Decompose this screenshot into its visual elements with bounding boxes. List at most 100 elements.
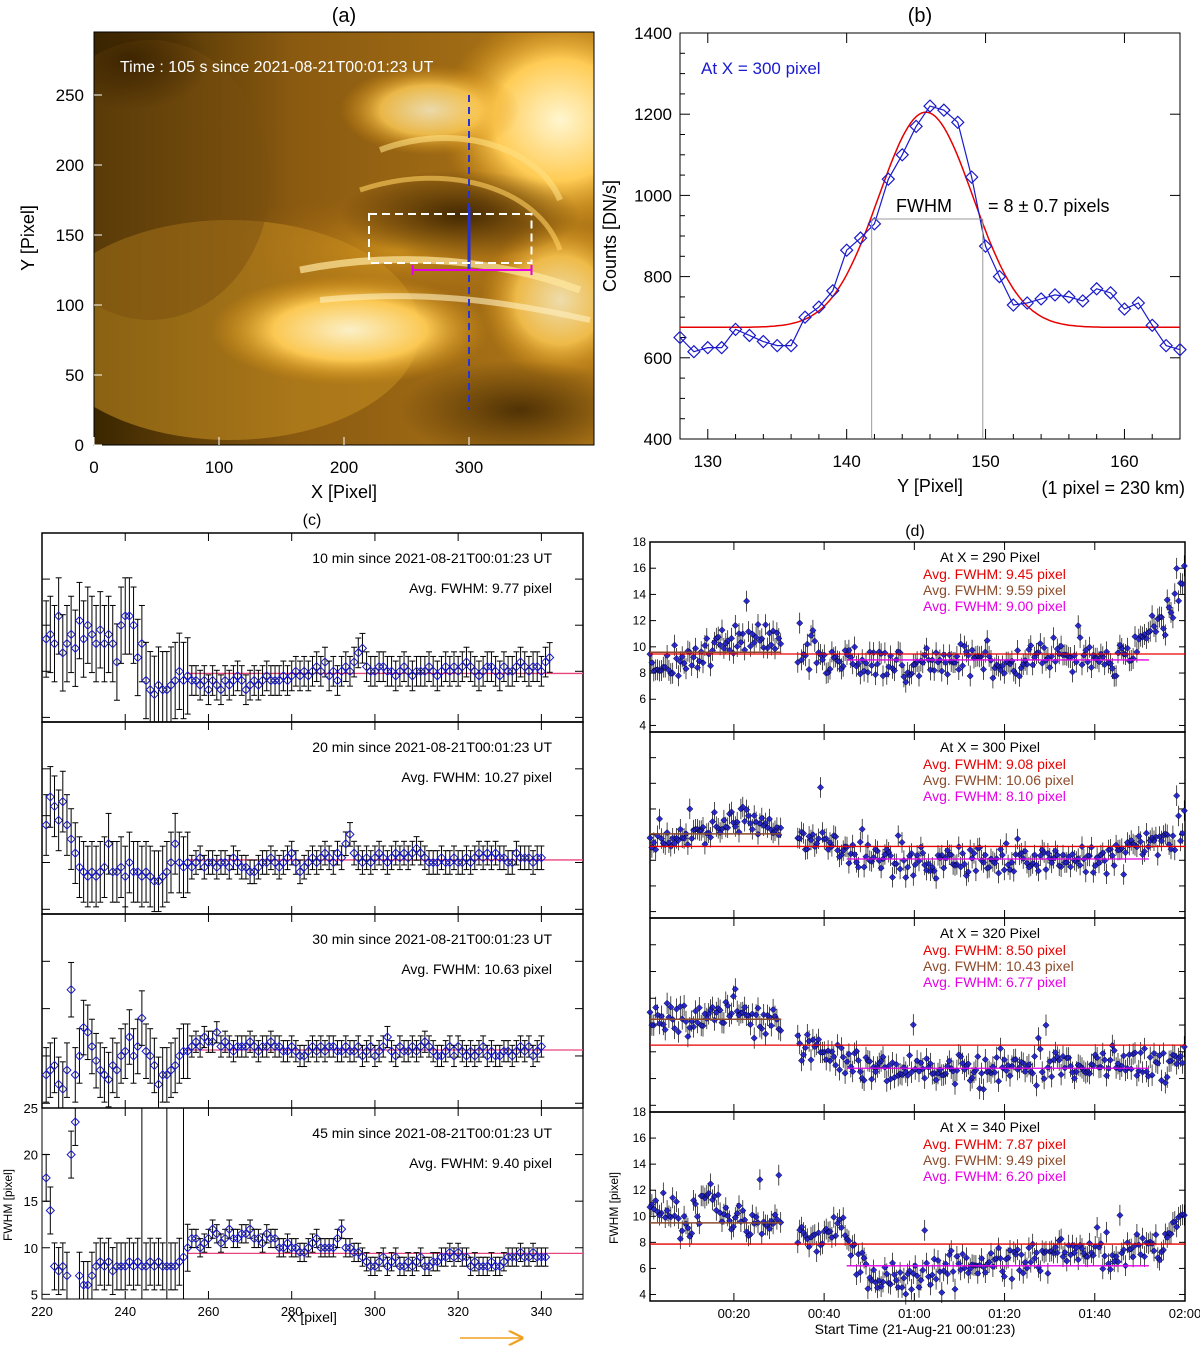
panel-c-data-point: [378, 1252, 388, 1262]
panel-d-data-points: [646, 1171, 1188, 1298]
panel-c-data-point: [87, 629, 97, 640]
panel-d-ytick-label: 18: [633, 1105, 647, 1119]
panel-c-data-point: [120, 1261, 130, 1272]
panel-c-data-point: [411, 666, 422, 676]
panel-c-data-point: [212, 862, 222, 872]
panel-c-subtitle: 45 min since 2021-08-21T00:01:23 UT: [312, 1125, 552, 1141]
panel-b-data-point: [1020, 296, 1035, 310]
panel-c-data-point: [507, 1252, 517, 1262]
panel-c-data-point: [241, 685, 251, 695]
panel-d-subtitle: At X = 340 Pixel: [940, 1119, 1040, 1135]
panel-c-data-point: [282, 853, 293, 863]
panel-c-data-point: [457, 1252, 468, 1262]
panel-c-data-point: [316, 1243, 326, 1253]
panel-c-xtick-label: 340: [531, 1304, 553, 1319]
panel-a-xtick-label: 200: [330, 458, 358, 477]
panel-c-data-point: [278, 1046, 289, 1056]
panel-c-subtitle: 20 min since 2021-08-21T00:01:23 UT: [312, 739, 552, 755]
panel-c-data-point: [461, 1252, 472, 1262]
panel-c-plots: 10 min since 2021-08-21T00:01:23 UT Avg. …: [24, 532, 584, 1319]
panel-a-overlay: [368, 95, 533, 410]
panel-c-ylabel: FWHM [pixel]: [1, 1169, 15, 1241]
panel-c-data-point: [524, 666, 534, 676]
panel-c-data-point: [307, 666, 318, 676]
panel-b-data-point: [950, 115, 965, 130]
panel-c-data-point: [432, 671, 443, 681]
panel-c-data-point: [424, 857, 434, 868]
panel-c-data-point: [382, 1032, 393, 1042]
panel-c-data-point: [391, 1051, 401, 1061]
panel-b-data-point: [1131, 296, 1146, 310]
panel-c-data-point: [428, 1257, 438, 1267]
panel-c-data-point: [478, 666, 488, 676]
panel-c-data-point: [349, 1247, 359, 1258]
panel-c-data-point: [311, 1233, 322, 1244]
panel-c-data-point: [170, 839, 180, 849]
panel-a-time-text: Time : 105 s since 2021-08-21T00:01:23 U…: [120, 59, 434, 76]
panel-c-data-point: [311, 661, 322, 672]
panel-c-data-point: [511, 661, 522, 672]
panel-c-data-point: [449, 661, 459, 672]
panel-c-data-point: [103, 839, 114, 849]
panel-c-data-point: [49, 1261, 60, 1272]
panel-c: (c) 10 min since 2021-08-21T00:01:23 UT A…: [1, 512, 584, 1338]
panel-b-data-point: [714, 340, 729, 355]
panel-b-xtick-label: 140: [832, 452, 860, 471]
panel-c-data-point: [87, 1041, 97, 1052]
panel-c-data-point: [220, 675, 230, 686]
panel-c-data-point: [507, 857, 517, 868]
panel-c-data-point: [224, 1224, 234, 1234]
panel-c-data-point: [278, 857, 289, 868]
panel-c-data-point: [199, 862, 210, 872]
panel-c-data-point: [470, 853, 480, 863]
panel-c-data-point: [178, 862, 189, 872]
panel-c-data-point: [187, 1041, 197, 1052]
panel-b-data-point: [1062, 290, 1076, 304]
panel-c-data-point: [399, 1261, 409, 1272]
panel-c-data-point: [162, 685, 172, 695]
panel-c-data-point: [407, 848, 418, 858]
panel-d-xtick-label: 01:40: [1079, 1306, 1112, 1321]
panel-c-data-point: [486, 1046, 497, 1056]
panel-c-data-point: [291, 666, 301, 676]
panel-c-data-point: [415, 1041, 426, 1052]
panel-c-data-point: [41, 634, 51, 644]
panel-c-data-point: [532, 1252, 542, 1262]
panel-c-data-point: [153, 1257, 164, 1267]
panel-c-data-point: [420, 1261, 430, 1272]
panel-c-data-point: [386, 853, 397, 863]
panel-b-data-line: [679, 105, 1181, 353]
panel-c-data-point: [436, 1252, 447, 1262]
panel-c-data-point: [62, 1271, 72, 1281]
panel-d-ytick-label: 18: [633, 535, 647, 549]
panel-c-data-point: [445, 1247, 455, 1258]
panel-c-data-point: [141, 675, 151, 686]
panel-c-data-point: [457, 857, 468, 868]
panel-c-data-point: [382, 666, 393, 676]
panel-c-data-point: [341, 1041, 351, 1052]
panel-c-data-point: [399, 848, 409, 858]
panel-c-data-point: [124, 1257, 135, 1267]
panel-c-data-point: [207, 675, 218, 686]
panel-c-data-point: [440, 1252, 451, 1262]
panel-c-data-point: [540, 657, 551, 667]
panel-c-data-point: [174, 1051, 185, 1061]
panel-c-data-point: [241, 862, 251, 872]
panel-c-data-point: [182, 1243, 193, 1253]
panel-c-data-point: [108, 1266, 118, 1276]
panel-c-data-point: [182, 1046, 193, 1056]
panel-b-data-point: [1159, 338, 1173, 353]
panel-c-data-point: [199, 1238, 210, 1248]
panel-c-data-point: [220, 857, 230, 868]
panel-d-xtick-label: 00:20: [718, 1306, 751, 1321]
panel-c-data-point: [395, 853, 405, 863]
panel-c-data-point: [249, 867, 259, 877]
panel-d-avg-red-text: Avg. FWHM: 9.45 pixel: [923, 566, 1066, 582]
panel-c-data-point: [66, 1149, 76, 1160]
panel-c-data-point: [386, 1046, 397, 1056]
panel-c-data-point: [170, 1060, 180, 1071]
panel-c-data-point: [353, 1247, 363, 1258]
panel-b-data-point: [1117, 302, 1132, 316]
panel-c-data-point: [253, 862, 264, 872]
panel-c-data-point: [349, 1046, 359, 1056]
